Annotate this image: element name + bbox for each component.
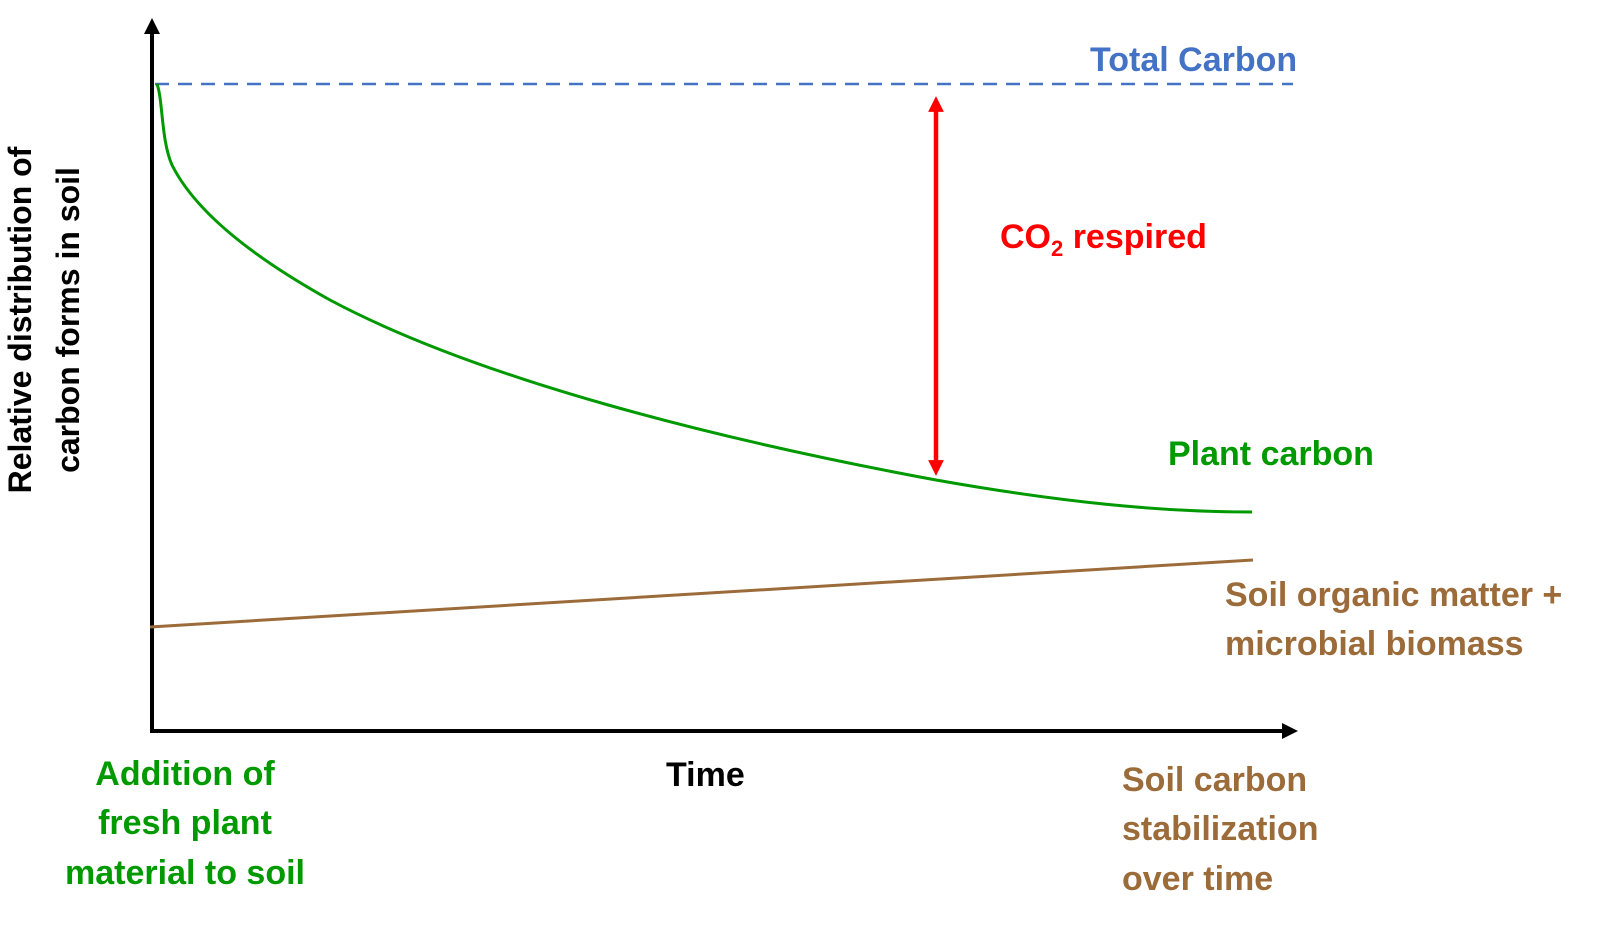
end-note-line-3: over time <box>1122 859 1274 898</box>
co2-respired-word: respired <box>1072 218 1207 256</box>
end-note: Soil carbon stabilization over time <box>1122 756 1318 904</box>
y-axis-label-line-1: Relative distribution of <box>2 146 38 494</box>
co2-subscript: 2 <box>1051 236 1064 261</box>
co2-respired-label: CO2 respired <box>1000 218 1207 262</box>
end-note-line-2: stabilization <box>1122 810 1319 849</box>
y-axis-label-line-2: carbon forms in soil <box>50 167 86 473</box>
soil-organic-label-line-1: Soil organic matter + <box>1225 576 1563 614</box>
soil-organic-label: Soil organic matter + microbial biomass <box>1225 571 1562 670</box>
start-note-line-2: fresh plant <box>98 804 272 843</box>
soil-organic-label-line-2: microbial biomass <box>1225 625 1524 664</box>
plant-carbon-label: Plant carbon <box>1168 435 1374 473</box>
total-carbon-label: Total Carbon <box>1090 41 1298 79</box>
start-note-line-1: Addition of <box>95 755 275 793</box>
end-note-line-1: Soil carbon <box>1122 761 1308 799</box>
plant-carbon-curve <box>155 83 1253 514</box>
x-axis-label: Time <box>666 756 745 794</box>
co2-main: CO <box>1000 218 1051 256</box>
start-note: Addition of fresh plant material to soil <box>55 750 315 898</box>
soil-organic-line <box>149 558 1254 629</box>
start-note-line-3: material to soil <box>65 853 305 892</box>
